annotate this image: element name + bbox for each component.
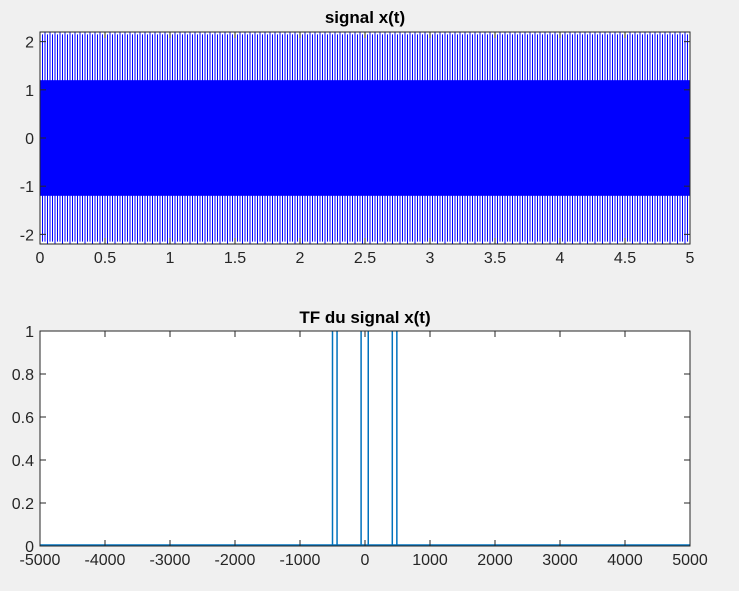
x-tick-label: -5000 <box>20 552 61 569</box>
x-tick-label: 1000 <box>412 552 448 569</box>
x-tick-label: -3000 <box>150 552 191 569</box>
x-tick-label: 1.5 <box>224 250 246 267</box>
x-tick-label: 4.5 <box>614 250 636 267</box>
x-tick-label: -4000 <box>85 552 126 569</box>
x-tick-label: 3.5 <box>484 250 506 267</box>
x-tick-label: 4000 <box>607 552 643 569</box>
x-tick-label: 2 <box>296 250 305 267</box>
axis-ticks: 0 0.5 1 1.5 2 2.5 3 3.5 4 4.5 5 -2 -1 0 1 2 <box>20 32 695 267</box>
x-tick-label: 2.5 <box>354 250 376 267</box>
y-tick-label: 0 <box>25 539 34 556</box>
y-tick-label: -1 <box>20 179 34 196</box>
chart-title: TF du signal x(t) <box>299 308 430 327</box>
y-tick-label: 0 <box>25 131 34 148</box>
subplot-signal-time: 0 0.5 1 1.5 2 2.5 3 3.5 4 4.5 5 -2 -1 0 1 2 signal x(t) <box>20 8 695 267</box>
x-tick-label: 2000 <box>477 552 513 569</box>
x-tick-label: 0.5 <box>94 250 116 267</box>
x-tick-label: 3 <box>426 250 435 267</box>
chart-title: signal x(t) <box>325 8 405 27</box>
x-tick-label: 5000 <box>672 552 708 569</box>
axis-ticks: -5000 -4000 -3000 -2000 -1000 0 1000 2000 3000 40… <box>12 324 708 569</box>
x-tick-label: 5 <box>686 250 695 267</box>
y-tick-label: 0.6 <box>12 410 34 427</box>
signal-line <box>39 32 691 244</box>
y-tick-label: 0.8 <box>12 367 34 384</box>
x-tick-label: -2000 <box>215 552 256 569</box>
y-tick-label: 2 <box>25 35 34 52</box>
y-tick-label: 1 <box>25 324 34 341</box>
x-tick-label: 3000 <box>542 552 578 569</box>
subplot-fourier-transform: -5000 -4000 -3000 -2000 -1000 0 1000 2000 3000 40… <box>12 308 708 569</box>
x-tick-label: 1 <box>166 250 175 267</box>
x-tick-label: 0 <box>36 250 45 267</box>
y-tick-label: -2 <box>20 227 34 244</box>
y-tick-label: 1 <box>25 83 34 100</box>
x-tick-label: 4 <box>556 250 565 267</box>
x-tick-label: -1000 <box>280 552 321 569</box>
y-tick-label: 0.4 <box>12 453 34 470</box>
x-tick-label: 0 <box>361 552 370 569</box>
plot-area <box>40 331 690 546</box>
signal-trace <box>39 31 691 245</box>
y-tick-label: 0.2 <box>12 496 34 513</box>
